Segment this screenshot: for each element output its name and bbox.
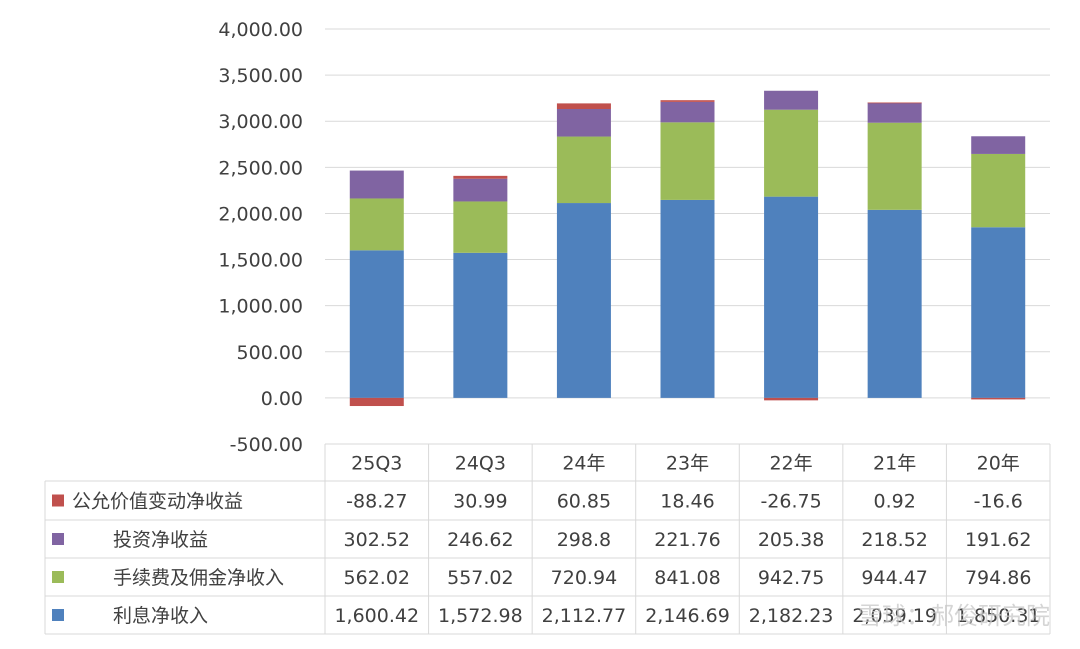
bar-interest [453,252,508,398]
bar-invest [349,170,404,199]
bar-interest [660,199,715,398]
table-cell-interest: 1,572.98 [438,605,523,627]
bar-fairvalue [971,397,1026,400]
y-tick-label: 1,000.00 [218,296,303,318]
table-cell-fee: 557.02 [447,567,513,589]
table-cell-invest: 191.62 [965,529,1031,551]
bar-invest [556,109,611,137]
table-cell-fairvalue: 18.46 [660,491,714,513]
bar-fee [556,136,611,204]
table-cell-fee: 841.08 [654,567,720,589]
legend-swatch-interest [52,609,64,621]
category-label: 21年 [873,453,916,475]
bar-interest [764,196,819,398]
category-label: 24Q3 [455,453,506,475]
table-cell-fairvalue: -88.27 [346,491,407,513]
bar-fairvalue [764,397,819,401]
bars [349,90,1026,407]
table-cell-fee: 562.02 [344,567,410,589]
legend-label-invest: 投资净收益 [113,529,208,551]
category-label: 24年 [562,453,605,475]
table-cell-invest: 246.62 [447,529,513,551]
table-cell-fairvalue: 0.92 [873,491,915,513]
table-cell-interest: 1,600.42 [334,605,419,627]
bar-interest [867,209,922,398]
table-cell-interest: 2,112.77 [542,605,627,627]
bar-fee [660,122,715,200]
bar-fee [453,201,508,253]
bar-fairvalue [556,103,611,110]
table-cell-interest: 2,039.19 [852,605,937,627]
table-cell-fee: 720.94 [551,567,617,589]
table-cell-invest: 302.52 [344,529,410,551]
category-label: 22年 [769,453,812,475]
bar-invest [867,102,922,123]
category-label: 20年 [977,453,1020,475]
legend-label-fairvalue: 公允价值变动净收益 [72,491,243,513]
legend-label-interest: 利息净收入 [113,605,208,627]
y-tick-label: 3,500.00 [218,65,303,87]
bar-fairvalue [867,102,922,104]
bar-fairvalue [660,100,715,102]
legend-swatch-invest [52,533,64,545]
y-tick-label: 500.00 [237,342,303,364]
category-label: 23年 [666,453,709,475]
legend-swatch-fairvalue [52,494,64,507]
table-cell-interest: 2,146.69 [645,605,730,627]
table-cell-invest: 218.52 [861,529,927,551]
bar-invest [971,136,1026,154]
table-cell-fairvalue: 60.85 [557,491,611,513]
table-cell-fairvalue: -16.6 [974,491,1023,513]
y-tick-label: 0.00 [261,388,303,410]
y-axis-ticks: 4,000.00 3,500.00 3,000.00 2,500.00 2,000.00… [218,19,303,456]
table-cell-fee: 944.47 [861,567,927,589]
bar-invest [453,178,508,202]
table-cell-interest: 2,182.23 [749,605,834,627]
y-tick-label: -500.00 [230,434,303,456]
bar-fee [867,122,922,210]
bar-invest [764,90,819,110]
table-cell-interest: 1,850.31 [956,605,1041,627]
legend-label-fee: 手续费及佣金净收入 [113,567,284,589]
table-cell-invest: 221.76 [654,529,720,551]
legend-swatch-fee [52,571,64,583]
category-label: 25Q3 [351,453,402,475]
y-tick-label: 2,000.00 [218,203,303,225]
bar-interest [349,250,404,398]
table-cell-fee: 942.75 [758,567,824,589]
bar-interest [971,227,1026,398]
bar-fairvalue [453,175,508,179]
table-cell-fairvalue: 30.99 [453,491,507,513]
table-cell-fee: 794.86 [965,567,1031,589]
y-tick-label: 4,000.00 [218,19,303,41]
table-cell-invest: 298.8 [557,529,611,551]
y-tick-label: 2,500.00 [218,157,303,179]
bar-fee [349,198,404,251]
table-cell-fairvalue: -26.75 [760,491,821,513]
bar-invest [660,101,715,123]
table-cell-invest: 205.38 [758,529,824,551]
bar-fee [764,109,819,197]
bar-fee [971,153,1026,228]
y-tick-label: 1,500.00 [218,250,303,272]
bar-interest [556,203,611,398]
bar-fairvalue [349,397,404,407]
watermark-text: 雪球：郝俊研究院 [858,602,1050,630]
y-tick-label: 3,000.00 [218,111,303,133]
